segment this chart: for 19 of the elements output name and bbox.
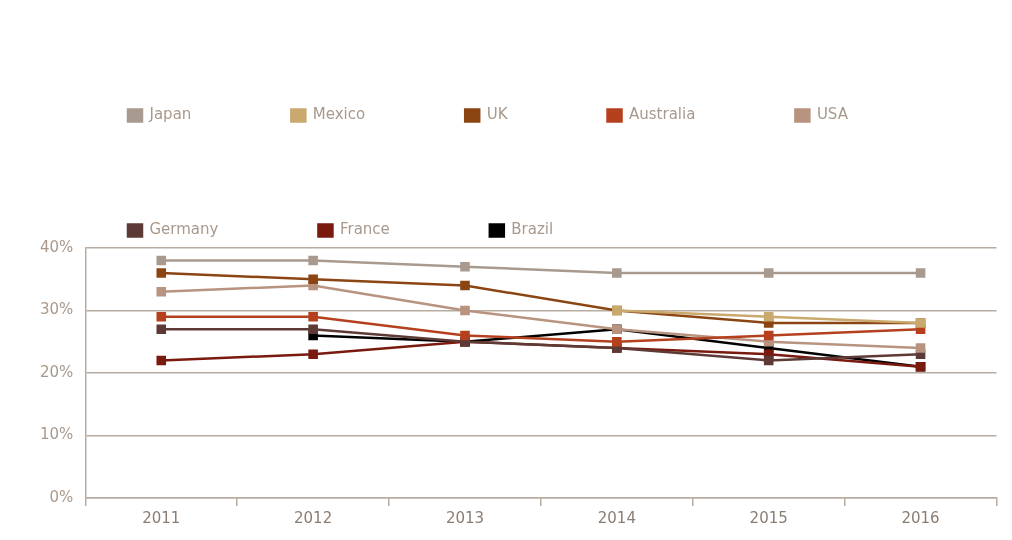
x-tick-label: 2016 [901, 508, 940, 527]
y-tick-label: 0% [49, 487, 74, 506]
y-tick-label: 30% [40, 300, 74, 319]
y-tick-label: 20% [40, 362, 74, 381]
x-tick-label: 2014 [597, 508, 636, 527]
x-tick-label: 2013 [445, 508, 485, 527]
legend-label: Australia [629, 105, 696, 124]
legend-label: UK [486, 105, 509, 124]
legend-label: Japan [148, 105, 192, 124]
x-tick-label: 2011 [142, 508, 181, 527]
x-tick-label: 2015 [749, 508, 788, 527]
legend-label: Germany [149, 220, 219, 239]
legend-label: Brazil [511, 220, 554, 239]
x-tick-label: 2012 [294, 508, 333, 527]
y-tick-label: 10% [40, 425, 74, 444]
legend-label: Mexico [312, 105, 366, 124]
legend-label: USA [816, 105, 849, 124]
y-tick-label: 40% [40, 237, 74, 256]
legend-label: France [339, 220, 390, 239]
